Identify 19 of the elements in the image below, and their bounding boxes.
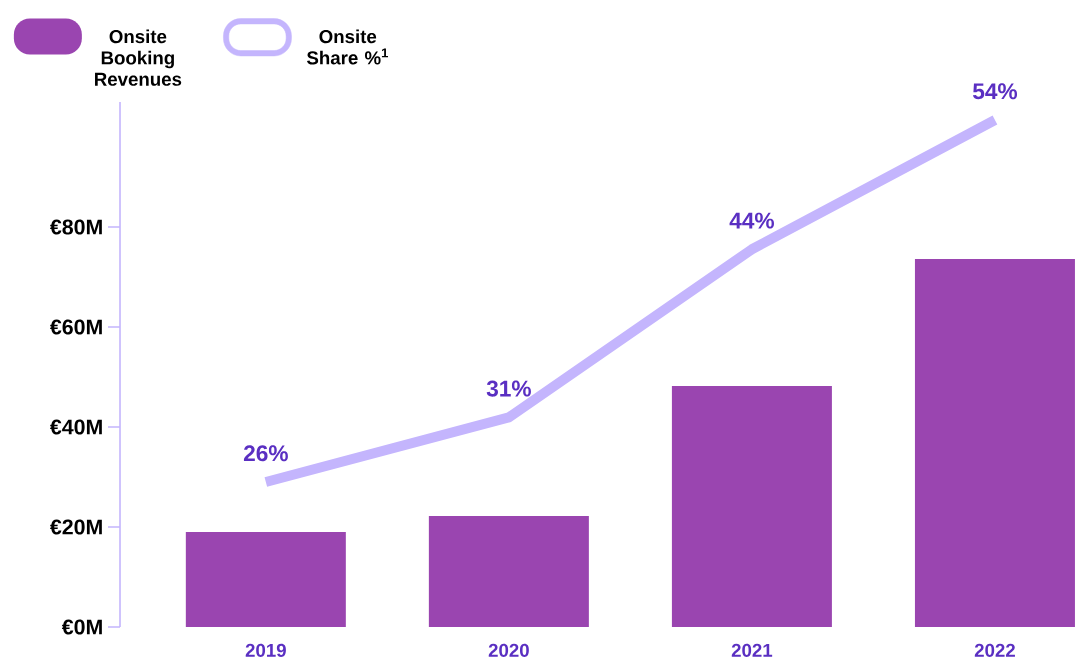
y-tick-label: €80M: [50, 219, 102, 235]
y-tick-label: €20M: [50, 519, 102, 535]
legend-label: Onsite Booking Revenues: [95, 29, 182, 86]
x-tick-label: 2020: [488, 643, 529, 657]
bar: [185, 532, 346, 627]
bar: [671, 386, 832, 627]
data-label: 26%: [243, 445, 288, 462]
y-tick-label: €60M: [50, 319, 102, 335]
x-tick-label: 2021: [731, 643, 773, 657]
x-tick-label: 2019: [245, 643, 286, 657]
bar: [428, 516, 589, 627]
data-label: 31%: [486, 380, 531, 397]
x-tick-label: 2022: [974, 643, 1015, 657]
y-tick-label: €40M: [50, 419, 102, 435]
data-label: 44%: [729, 212, 774, 229]
bar: [914, 259, 1075, 627]
legend-label: Onsite Share %$^{1}$: [306, 29, 389, 65]
y-tick-label: €0M: [61, 619, 102, 635]
data-label: 54%: [972, 83, 1018, 100]
